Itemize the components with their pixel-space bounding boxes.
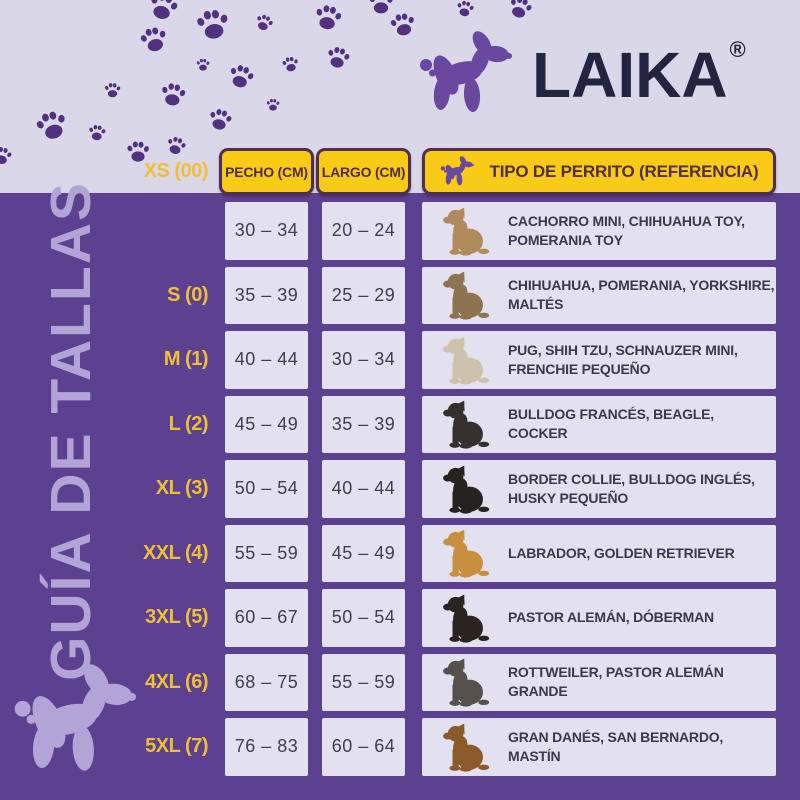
length-measurement-cell: 50 – 54 — [322, 589, 405, 647]
breed-list: LABRADOR, GOLDEN RETRIEVER — [508, 544, 735, 561]
size-label: S (0) — [167, 283, 208, 306]
length-measurement-cell: 55 – 59 — [322, 653, 405, 711]
paw-print-icon — [87, 123, 107, 143]
breed-list: ROTTWEILER, PASTOR ALEMÁN GRANDE — [508, 664, 724, 700]
shih-tzu-photo — [436, 334, 494, 386]
breed-list: BORDER COLLIE, BULLDOG INGLÉS, HUSKY PEQ… — [508, 470, 755, 506]
paw-print-icon — [455, 0, 476, 19]
size-label: XXL (4) — [142, 541, 209, 564]
reference-header-label: TIPO DE PERRITO (REFERENCIA) — [489, 161, 759, 181]
reference-cell: LABRADOR, GOLDEN RETRIEVER — [422, 524, 776, 582]
reference-cell: PASTOR ALEMÁN, DÓBERMAN — [422, 589, 776, 647]
breed-list: GRAN DANÉS, SAN BERNARDO, MASTÍN — [508, 728, 724, 764]
chest-measurement-cell: 35 – 39 — [225, 266, 308, 324]
bulldog-frances-photo — [436, 398, 494, 450]
size-label: M (1) — [163, 348, 209, 371]
paw-print-icon — [137, 23, 171, 57]
reference-cell: PUG, SHIH TZU, SCHNAUZER MINI, FRENCHIE … — [422, 331, 776, 389]
paw-print-icon — [388, 10, 419, 41]
length-header-label: LARGO (CM) — [321, 163, 406, 180]
reference-cell: CHIHUAHUA, POMERANIA, YORKSHIRE, MALTÉS — [422, 266, 776, 324]
golden-retriever-photo — [436, 527, 494, 579]
length-measurement-cell: 60 – 64 — [322, 718, 405, 776]
paw-print-icon — [104, 82, 121, 99]
balloon-dog-icon — [440, 156, 476, 188]
paw-print-icon — [225, 61, 257, 93]
chest-measurement-cell: 40 – 44 — [225, 331, 308, 389]
paw-print-icon — [324, 44, 352, 72]
paw-print-icon — [312, 2, 344, 34]
reference-cell: CACHORRO MINI, CHIHUAHUA TOY, POMERANIA … — [422, 202, 776, 260]
size-label: XS (00) — [143, 160, 209, 182]
length-header-tab: LARGO (CM) — [316, 148, 411, 195]
chest-measurement-cell: 50 – 54 — [225, 460, 308, 518]
paw-print-icon — [158, 80, 187, 109]
size-label: 5XL (7) — [145, 735, 208, 758]
chest-measurement-cell: 76 – 83 — [225, 718, 308, 776]
paw-print-icon — [193, 5, 232, 44]
paw-print-icon — [196, 58, 210, 72]
size-label: L (2) — [168, 412, 209, 435]
length-measurement-cell: 45 – 49 — [322, 524, 405, 582]
length-measurement-cell: 20 – 24 — [322, 202, 405, 260]
breed-list: PASTOR ALEMÁN, DÓBERMAN — [508, 609, 714, 626]
reference-cell: BULLDOG FRANCÉS, BEAGLE, COCKER — [422, 395, 776, 453]
paw-print-icon — [145, 0, 182, 25]
breed-list: BULLDOG FRANCÉS, BEAGLE, COCKER — [508, 406, 714, 442]
paw-print-icon — [252, 11, 275, 34]
border-collie-photo — [436, 463, 494, 515]
length-measurement-cell: 35 – 39 — [322, 395, 405, 453]
length-measurement-cell: 30 – 34 — [322, 331, 405, 389]
size-table: PECHO (CM) LARGO (CM) TIPO DE PERRITO (R… — [0, 148, 776, 776]
registered-trademark: ® — [729, 37, 746, 62]
paw-print-icon — [206, 106, 234, 134]
paw-print-icon — [505, 0, 535, 23]
brand-wordmark: LAIKA ® — [532, 33, 746, 117]
size-label: 4XL (6) — [145, 670, 208, 693]
chest-measurement-cell: 68 – 75 — [225, 653, 308, 711]
chest-measurement-cell: 60 – 67 — [225, 589, 308, 647]
paw-print-icon — [266, 98, 280, 112]
breed-list: CACHORRO MINI, CHIHUAHUA TOY, POMERANIA … — [508, 212, 745, 248]
doberman-photo — [436, 592, 494, 644]
length-measurement-cell: 40 – 44 — [322, 460, 405, 518]
brand-logo: LAIKA ® — [418, 30, 746, 120]
chest-header-label: PECHO (CM) — [225, 163, 308, 180]
paw-print-icon — [281, 55, 301, 75]
brand-name: LAIKA — [532, 39, 728, 111]
reference-cell: BORDER COLLIE, BULLDOG INGLÉS, HUSKY PEQ… — [422, 460, 776, 518]
breed-list: CHIHUAHUA, POMERANIA, YORKSHIRE, MALTÉS — [508, 277, 775, 313]
mastin-photo — [436, 721, 494, 773]
size-label: 3XL (5) — [145, 606, 208, 629]
balloon-dog-logo-icon — [418, 30, 518, 120]
yorkshire-photo — [436, 269, 494, 321]
reference-header-tab: TIPO DE PERRITO (REFERENCIA) — [422, 148, 776, 195]
chest-header-tab: PECHO (CM) — [219, 148, 314, 195]
rottweiler-photo — [436, 656, 494, 708]
paw-print-icon — [32, 106, 72, 146]
chest-measurement-cell: 45 – 49 — [225, 395, 308, 453]
chihuahua-toy-photo — [436, 205, 494, 257]
breed-list: PUG, SHIH TZU, SCHNAUZER MINI, FRENCHIE … — [508, 341, 738, 377]
length-measurement-cell: 25 – 29 — [322, 266, 405, 324]
reference-cell: GRAN DANÉS, SAN BERNARDO, MASTÍN — [422, 718, 776, 776]
size-label: XL (3) — [155, 477, 209, 500]
chest-measurement-cell: 55 – 59 — [225, 524, 308, 582]
chest-measurement-cell: 30 – 34 — [225, 202, 308, 260]
reference-cell: ROTTWEILER, PASTOR ALEMÁN GRANDE — [422, 653, 776, 711]
